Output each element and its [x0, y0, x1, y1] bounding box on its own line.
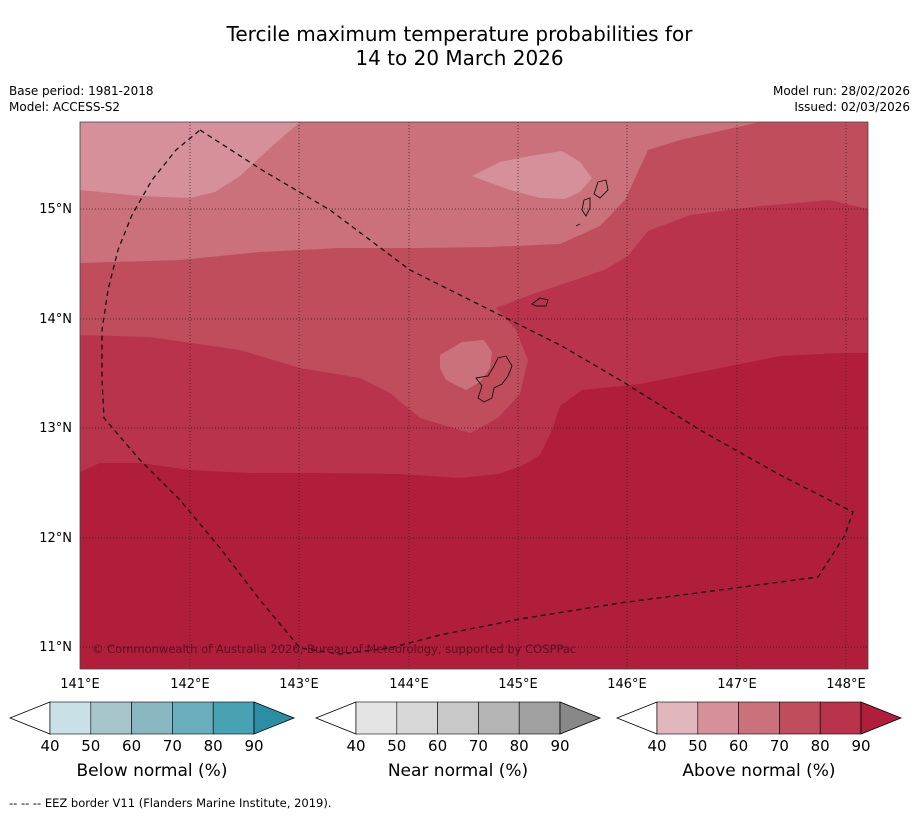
- colorbar-tick-label: 40: [647, 737, 666, 755]
- colorbar-segment: [738, 701, 780, 735]
- guam-island: [475, 355, 513, 403]
- colorbar-tick-label: 90: [550, 737, 569, 755]
- colorbar-tick-label: 70: [770, 737, 789, 755]
- colorbar-tick-label: 40: [346, 737, 365, 755]
- model-run: Model run: 28/02/2026: [772, 84, 910, 98]
- colorbar-segment: [437, 701, 479, 735]
- colorbar-segment: [779, 701, 821, 735]
- colorbar-segment: [697, 701, 739, 735]
- lon-labels: 141°E 142°E 143°E 144°E 145°E 146°E 147°…: [60, 677, 866, 692]
- colorbar-label-above: Above normal (%): [682, 761, 836, 781]
- probability-fields: [80, 122, 868, 669]
- map-frame: [79, 121, 869, 670]
- colorbar-tick-label: 50: [387, 737, 406, 755]
- meta-right: Model run: 28/02/2026 Issued: 02/03/2026: [773, 83, 910, 115]
- issued-date: Issued: 02/03/2026: [794, 100, 910, 114]
- colorbar-segment: [355, 701, 398, 735]
- colorbar-tick-label: 60: [729, 737, 748, 755]
- colorbar-extend-low: [615, 701, 658, 735]
- lat-label: 12°N: [39, 531, 72, 546]
- colorbar-segment: [90, 701, 132, 735]
- colorbar-tick-label: 50: [688, 737, 707, 755]
- lon-label: 141°E: [60, 677, 100, 692]
- colorbar-extend-low: [8, 701, 51, 735]
- colorbar-tick-label: 90: [851, 737, 870, 755]
- colorbar-above: 40 50 60 70 80 90: [615, 701, 903, 755]
- colorbar-segment: [49, 701, 92, 735]
- colorbar-label-below: Below normal (%): [76, 761, 228, 781]
- colorbar-tick-label: 80: [204, 737, 223, 755]
- colorbar-segment: [819, 701, 862, 735]
- islands: [475, 179, 609, 403]
- colorbar-segment: [396, 701, 438, 735]
- colorbar-below: 40 50 60 70 80 90: [8, 701, 296, 755]
- base-period: Base period: 1981-2018: [9, 84, 154, 98]
- lon-label: 146°E: [607, 677, 647, 692]
- meta-left: Base period: 1981-2018 Model: ACCESS-S2: [9, 83, 154, 115]
- colorbar-near: 40 50 60 70 80 90: [314, 701, 602, 755]
- colorbar-segment: [131, 701, 173, 735]
- lat-label: 11°N: [39, 640, 72, 655]
- rota-island: [531, 297, 549, 307]
- model-name: Model: ACCESS-S2: [9, 100, 121, 114]
- lon-label: 147°E: [717, 677, 757, 692]
- lon-label: 143°E: [279, 677, 319, 692]
- colorbar-tick-label: 70: [163, 737, 182, 755]
- colorbar-segment: [478, 701, 520, 735]
- colorbar-label-near: Near normal (%): [387, 761, 529, 781]
- band-90-plus: [80, 353, 868, 669]
- aguijan-island: [575, 223, 581, 227]
- colorbar-tick-label: 50: [81, 737, 100, 755]
- colorbar-tick-label: 60: [122, 737, 141, 755]
- tinian-island: [581, 197, 591, 217]
- colorbar-tick-label: 80: [811, 737, 830, 755]
- title-line-1: Tercile maximum temperature probabilitie…: [226, 22, 693, 46]
- band-50-60-pocket: [472, 151, 592, 199]
- title-line-2: 14 to 20 March 2026: [355, 46, 564, 70]
- colorbar-tick-label: 40: [40, 737, 59, 755]
- lon-label: 145°E: [498, 677, 538, 692]
- colorbar-extend-high: [559, 701, 602, 735]
- lon-label: 148°E: [826, 677, 866, 692]
- eez-footnote: -- -- -- EEZ border V11 (Flanders Marine…: [9, 796, 332, 810]
- colorbar-tick-label: 90: [244, 737, 263, 755]
- colorbar-extend-high: [860, 701, 903, 735]
- colorbar-tick-label: 80: [510, 737, 529, 755]
- gridlines: [80, 122, 868, 669]
- colorbars: 40 50 60 70 80 90 40 50 60 70 80 90 40 50 60 70 80 90: [8, 701, 903, 755]
- colorbar-segment: [172, 701, 214, 735]
- lat-label: 14°N: [39, 312, 72, 327]
- colorbar-extend-high: [253, 701, 296, 735]
- lon-label: 144°E: [389, 677, 429, 692]
- colorbar-tick-label: 70: [469, 737, 488, 755]
- lat-labels: 15°N 14°N 13°N 12°N 11°N: [39, 202, 72, 655]
- colorbar-segment: [212, 701, 255, 735]
- saipan-island: [593, 179, 609, 199]
- lon-label: 142°E: [170, 677, 210, 692]
- lat-label: 13°N: [39, 421, 72, 436]
- lat-label: 15°N: [39, 202, 72, 217]
- colorbar-tick-label: 60: [428, 737, 447, 755]
- colorbar-segment: [518, 701, 561, 735]
- colorbar-segment: [656, 701, 699, 735]
- copyright-text: © Commonwealth of Australia 2026, Bureau…: [92, 642, 576, 656]
- colorbar-extend-low: [314, 701, 357, 735]
- chart-title: Tercile maximum temperature probabilitie…: [0, 22, 919, 70]
